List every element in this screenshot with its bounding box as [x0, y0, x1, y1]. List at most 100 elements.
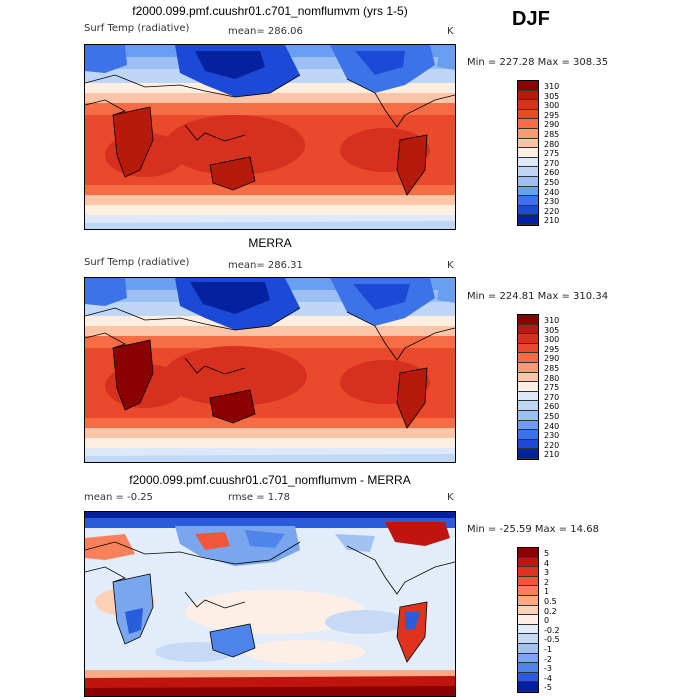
- colorbar-tick-label: 270: [544, 158, 560, 168]
- panel-3-minmax: Min = -25.59 Max = 14.68: [467, 524, 599, 535]
- colorbar-swatch: [518, 343, 538, 354]
- colorbar-tick-label: 300: [544, 101, 560, 111]
- panel-1-colorbar-ticks: 310 305 300 295 290 285 280 275 270 260 250 240 230 2…: [544, 83, 559, 227]
- colorbar-swatch: [518, 605, 538, 616]
- colorbar-swatch: [518, 119, 538, 129]
- colorbar-swatch: [518, 567, 538, 577]
- colorbar-tick-label: 285: [544, 363, 560, 373]
- colorbar-swatch: [518, 449, 538, 459]
- panel-3-colorbar-ticks: 5 4 3 2 1 0.5 0.2 0 -0.2 -0.5 -1 -2 -3 -4 -5: [544, 550, 560, 694]
- panel-1-variable-label: Surf Temp (radiative): [84, 23, 190, 34]
- panel-2-colorbar-ticks: 310 305 300 295 290 285 280 275 270 260 250 240 230 2…: [544, 317, 559, 461]
- colorbar-tick-label: 220: [544, 206, 560, 216]
- panel-3-difference-field: [85, 512, 455, 696]
- colorbar-swatch: [518, 196, 538, 206]
- colorbar-tick-label: 250: [544, 177, 560, 187]
- colorbar-tick-label: 1: [544, 587, 550, 597]
- colorbar-tick-label: 2: [544, 577, 550, 587]
- colorbar-tick-label: -2: [544, 654, 552, 664]
- colorbar-swatch: [518, 634, 538, 644]
- colorbar-tick-label: 310: [544, 316, 560, 325]
- colorbar-tick-label: 240: [544, 187, 560, 197]
- panel-3-mean: mean = -0.25: [84, 492, 153, 503]
- colorbar-tick-label: 5: [544, 549, 550, 558]
- colorbar-swatch: [518, 663, 538, 673]
- colorbar-swatch: [518, 334, 538, 344]
- panel-1-colorbar: [517, 80, 539, 226]
- panel-2-map: [84, 277, 456, 463]
- colorbar-swatch: [518, 548, 538, 558]
- colorbar-swatch: [518, 382, 538, 392]
- colorbar-swatch: [518, 362, 538, 373]
- panel-2-mean: mean= 286.31: [228, 260, 303, 271]
- season-label: DJF: [512, 8, 550, 30]
- colorbar-swatch: [518, 186, 538, 197]
- colorbar-swatch: [518, 595, 538, 606]
- colorbar-tick-label: 210: [544, 216, 560, 226]
- colorbar-tick-label: 300: [544, 335, 560, 345]
- colorbar-swatch: [518, 615, 538, 625]
- panel-2-temperature-field: [85, 278, 455, 462]
- colorbar-swatch: [518, 81, 538, 91]
- colorbar-swatch: [518, 653, 538, 664]
- colorbar-swatch: [518, 176, 538, 187]
- colorbar-swatch: [518, 324, 538, 335]
- colorbar-tick-label: 305: [544, 325, 560, 335]
- panel-3-map: [84, 511, 456, 697]
- panel-3-rmse: rmse = 1.78: [228, 492, 291, 503]
- colorbar-swatch: [518, 138, 538, 149]
- colorbar-swatch: [518, 372, 538, 383]
- colorbar-swatch: [518, 586, 538, 596]
- colorbar-swatch: [518, 391, 538, 402]
- panel-2-title: MERRA: [248, 236, 292, 250]
- colorbar-tick-label: 260: [544, 402, 560, 412]
- panel-3-units: K: [447, 492, 454, 503]
- colorbar-tick-label: -4: [544, 673, 552, 683]
- panel-3-title: f2000.099.pmf.cuushr01.c701_nomflumvm - …: [129, 473, 411, 487]
- colorbar-tick-label: 0: [544, 616, 550, 626]
- panel-1-title: f2000.099.pmf.cuushr01.c701_nomflumvm (y…: [132, 4, 408, 18]
- colorbar-tick-label: 295: [544, 344, 560, 354]
- colorbar-tick-label: 0.2: [544, 606, 557, 616]
- colorbar-swatch: [518, 420, 538, 431]
- panel-1-minmax: Min = 227.28 Max = 308.35: [467, 57, 609, 68]
- colorbar-tick-label: 280: [544, 139, 560, 149]
- colorbar-swatch: [518, 167, 538, 177]
- colorbar-swatch: [518, 90, 538, 101]
- colorbar-tick-label: -3: [544, 664, 552, 674]
- colorbar-tick-label: 280: [544, 373, 560, 383]
- colorbar-swatch: [518, 215, 538, 225]
- colorbar-swatch: [518, 109, 538, 120]
- colorbar-swatch: [518, 401, 538, 411]
- colorbar-tick-label: 290: [544, 120, 560, 130]
- colorbar-tick-label: 260: [544, 168, 560, 178]
- panel-1-mean: mean= 286.06: [228, 26, 303, 37]
- colorbar-swatch: [518, 148, 538, 158]
- colorbar-swatch: [518, 643, 538, 654]
- colorbar-tick-label: -0.5: [544, 635, 560, 645]
- colorbar-tick-label: 230: [544, 431, 560, 441]
- panel-2-colorbar: [517, 314, 539, 460]
- colorbar-tick-label: 4: [544, 558, 550, 568]
- colorbar-tick-label: -5: [544, 683, 552, 693]
- colorbar-tick-label: 275: [544, 383, 560, 393]
- colorbar-tick-label: 3: [544, 568, 550, 578]
- panel-3-colorbar: [517, 547, 539, 693]
- colorbar-tick-label: 295: [544, 110, 560, 120]
- colorbar-swatch: [518, 439, 538, 450]
- colorbar-tick-label: 0.5: [544, 596, 557, 606]
- colorbar-swatch: [518, 410, 538, 421]
- panel-1-map: [84, 44, 456, 230]
- colorbar-swatch: [518, 353, 538, 363]
- colorbar-swatch: [518, 100, 538, 110]
- colorbar-tick-label: -0.2: [544, 625, 560, 635]
- colorbar-swatch: [518, 430, 538, 440]
- colorbar-swatch: [518, 128, 538, 139]
- colorbar-swatch: [518, 624, 538, 635]
- colorbar-swatch: [518, 157, 538, 168]
- colorbar-tick-label: 210: [544, 450, 560, 460]
- colorbar-swatch: [518, 557, 538, 568]
- colorbar-tick-label: -1: [544, 644, 552, 654]
- panel-2-units: K: [447, 260, 454, 271]
- colorbar-tick-label: 305: [544, 91, 560, 101]
